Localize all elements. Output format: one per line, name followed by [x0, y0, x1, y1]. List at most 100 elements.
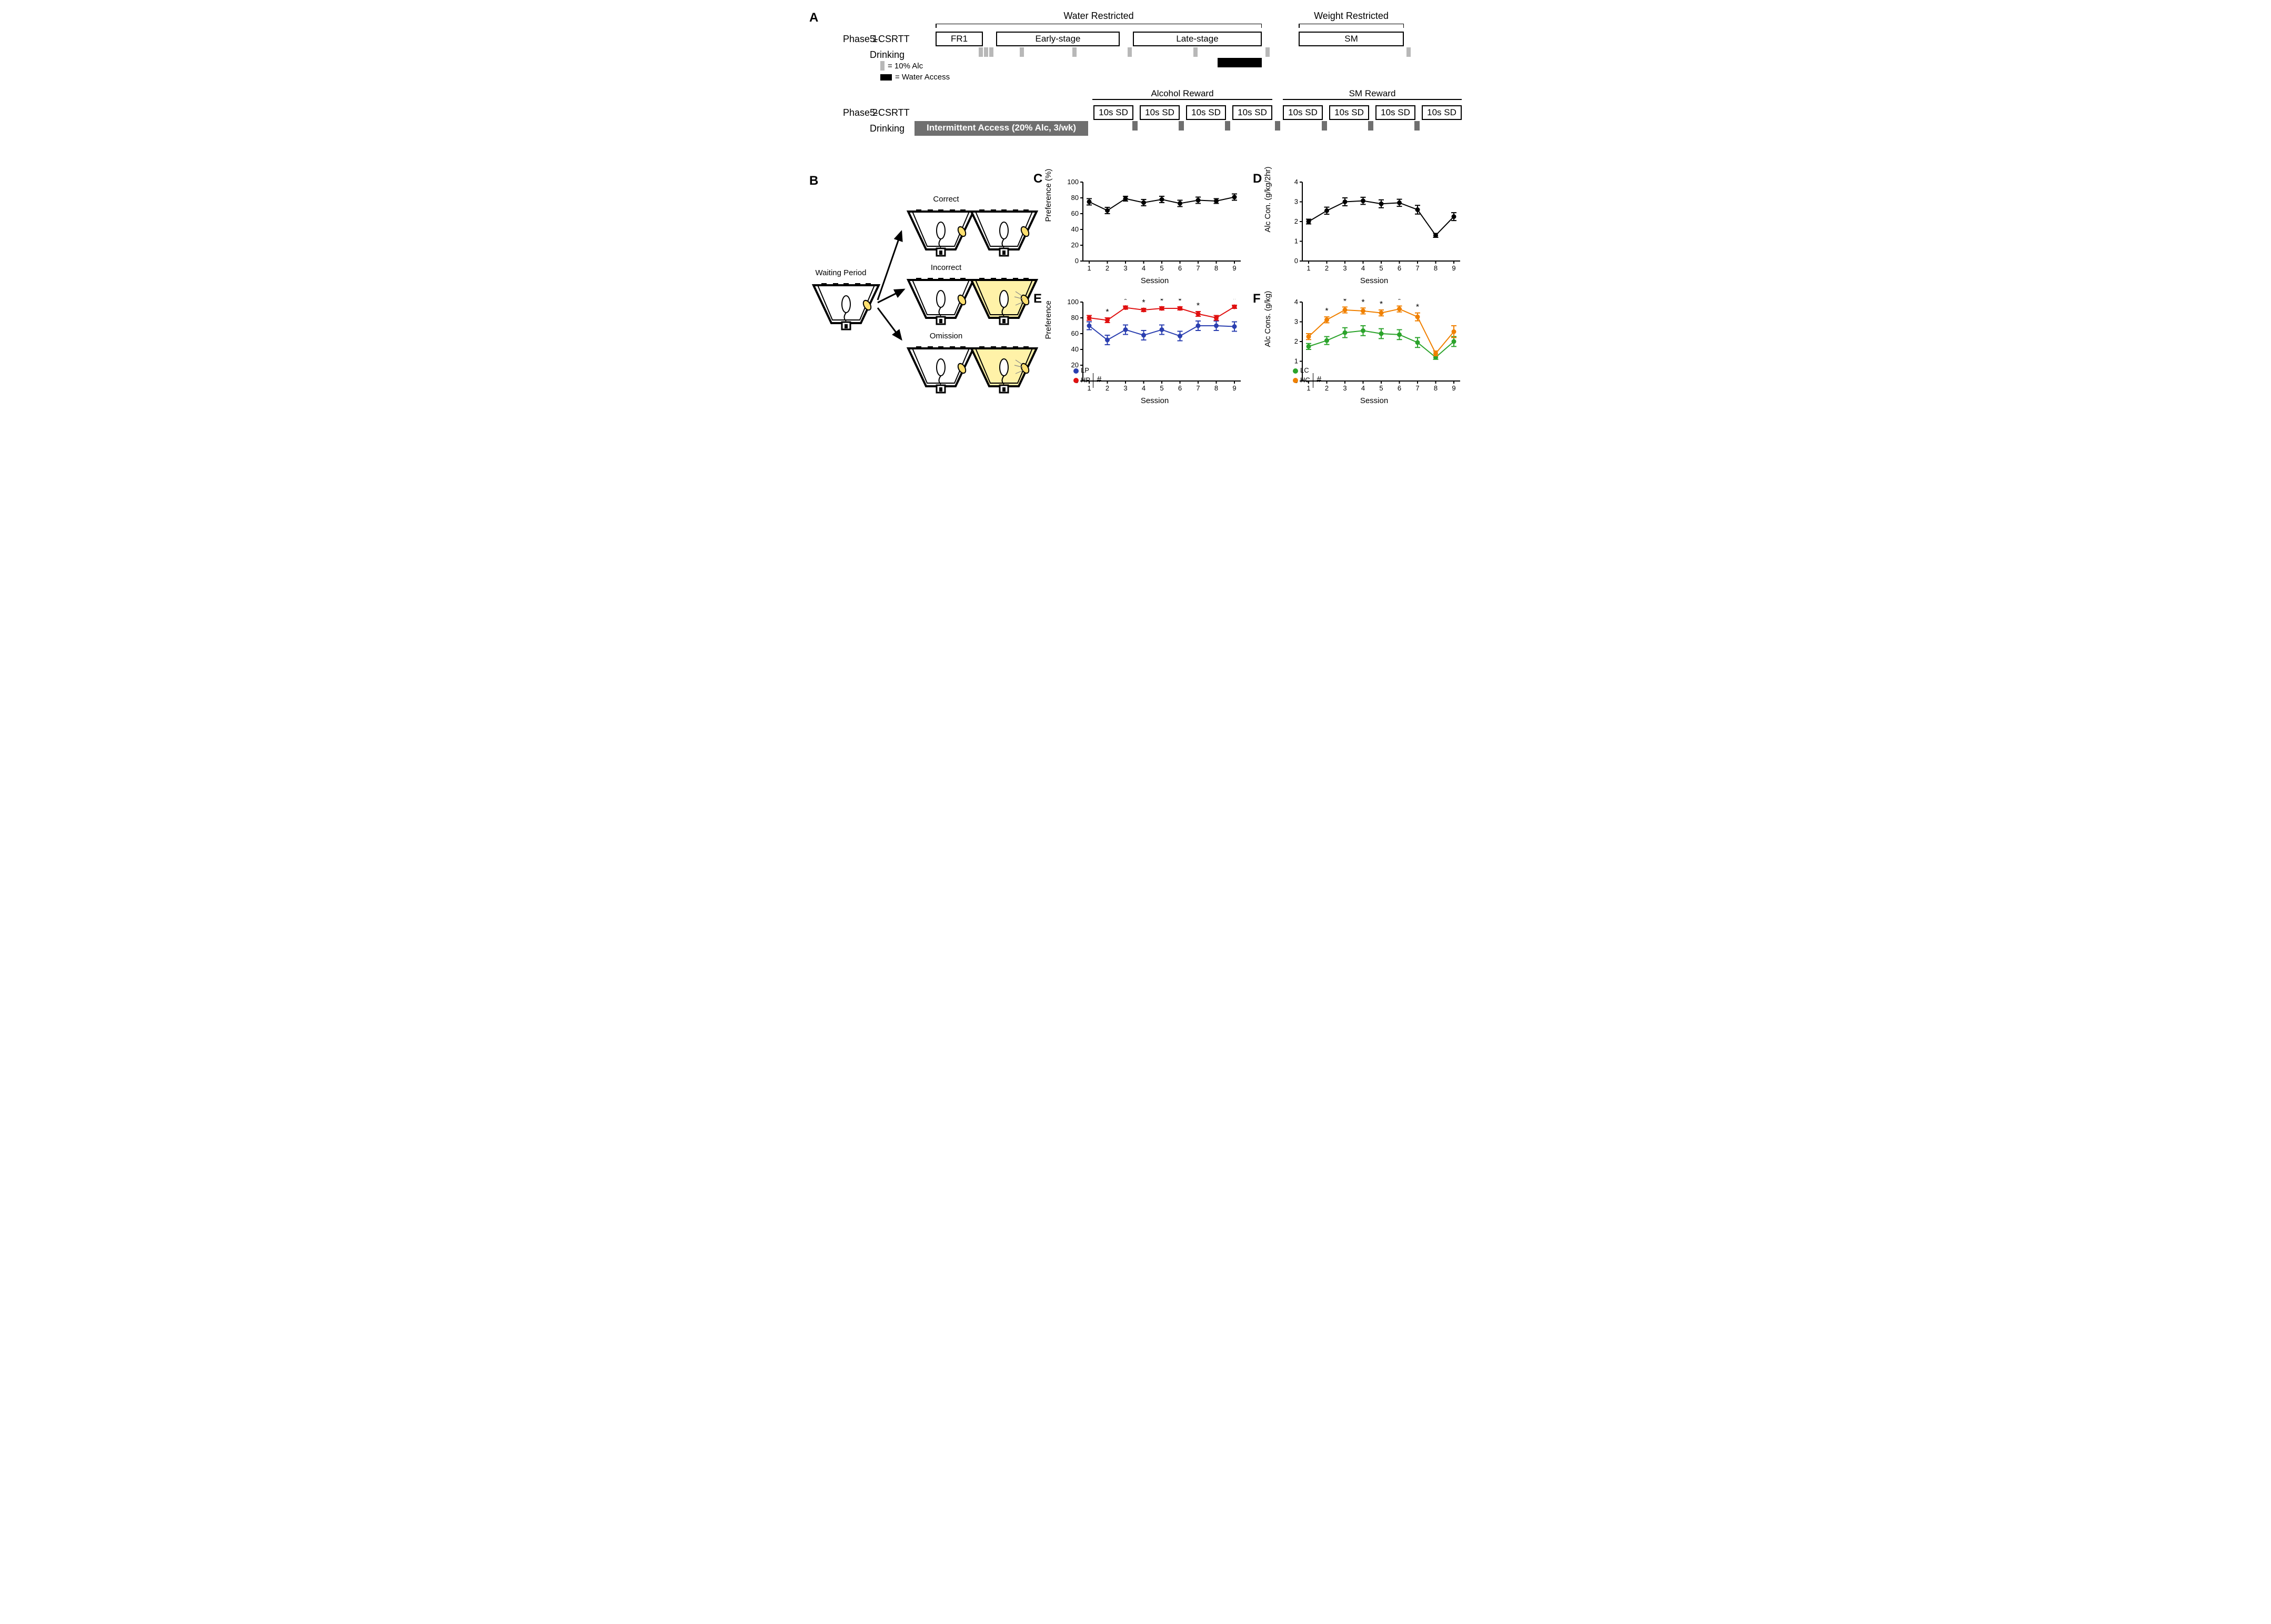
svg-text:*: * — [1398, 299, 1401, 305]
box-early: Early-stage — [996, 32, 1120, 46]
svg-text:2: 2 — [1294, 337, 1298, 345]
chart-f-legend: LC HC # — [1293, 366, 1321, 388]
chart-e-ylabel: Preference — [1044, 300, 1053, 339]
panel-b: B Waiting Period Correct Incorrect Omiss… — [809, 174, 1036, 395]
legend-water-text: = Water Access — [895, 73, 950, 82]
chart-e-legend: LP HP # — [1073, 366, 1101, 388]
chamber-omission-1 — [904, 342, 978, 397]
incorrect-label: Incorrect — [909, 263, 983, 272]
chart-c-ylabel: Preference (%) — [1044, 169, 1053, 222]
svg-text:7: 7 — [1415, 264, 1419, 272]
svg-text:80: 80 — [1071, 194, 1079, 202]
svg-text:4: 4 — [1294, 299, 1298, 306]
bracket-water-restricted: Water Restricted — [936, 11, 1262, 28]
svg-text:*: * — [1233, 299, 1236, 304]
chart-f: F Alc Cons. (g/kg) 01234123456789****** … — [1255, 294, 1462, 404]
svg-text:40: 40 — [1071, 345, 1079, 353]
box-sm: SM — [1299, 32, 1404, 46]
phase2-tick — [1322, 121, 1327, 131]
svg-text:5: 5 — [1379, 264, 1383, 272]
drinking-tick — [989, 47, 993, 57]
chamber-incorrect-2 — [967, 274, 1041, 329]
ia-bar: Intermittent Access (20% Alc, 3/wk) — [915, 121, 1088, 136]
svg-text:*: * — [1142, 299, 1145, 307]
rule-sm-reward — [1283, 99, 1462, 100]
chart-c-xlabel: Session — [1051, 276, 1258, 285]
bracket-water-label: Water Restricted — [1063, 11, 1133, 21]
box-sd: 10s SD — [1232, 105, 1272, 120]
chamber-incorrect-1 — [904, 274, 978, 329]
svg-text:*: * — [1197, 302, 1200, 310]
bracket-weight-restricted: Weight Restricted — [1299, 11, 1404, 28]
hash-e: # — [1097, 375, 1101, 384]
svg-text:6: 6 — [1398, 264, 1401, 272]
svg-text:*: * — [1124, 299, 1127, 305]
rule-alc-reward — [1092, 99, 1272, 100]
svg-text:*: * — [1325, 307, 1328, 316]
svg-text:8: 8 — [1214, 264, 1218, 272]
chart-c: C Preference (%) 020406080100123456789 S… — [1036, 174, 1242, 284]
phase2-tick — [1132, 121, 1138, 131]
svg-text:5: 5 — [1160, 384, 1163, 392]
hash-f: # — [1317, 375, 1321, 384]
svg-text:*: * — [1343, 299, 1346, 306]
svg-text:9: 9 — [1452, 384, 1455, 392]
phase1-task-label: 5-CSRTT — [870, 34, 912, 45]
panel-d-label: D — [1253, 172, 1262, 186]
svg-text:8: 8 — [1434, 384, 1438, 392]
chamber-omission-2 — [967, 342, 1041, 397]
omission-label: Omission — [909, 332, 983, 340]
svg-text:5: 5 — [1379, 384, 1383, 392]
svg-text:7: 7 — [1415, 384, 1419, 392]
svg-text:8: 8 — [1434, 264, 1438, 272]
svg-text:1: 1 — [1294, 237, 1298, 245]
drinking-tick — [979, 47, 983, 57]
svg-text:*: * — [1416, 303, 1419, 312]
svg-text:0: 0 — [1075, 257, 1079, 265]
legend-10pct-text: = 10% Alc — [888, 62, 923, 71]
phase2-tick — [1179, 121, 1184, 131]
water-access-bar — [1218, 58, 1262, 67]
svg-text:1: 1 — [1294, 357, 1298, 365]
panel-a-label: A — [809, 11, 818, 25]
legend-swatch-10pct — [880, 61, 885, 71]
svg-text:60: 60 — [1071, 209, 1079, 217]
label-sm-reward: SM Reward — [1283, 88, 1462, 99]
svg-text:2: 2 — [1325, 384, 1329, 392]
phase1-label: Phase 1 — [815, 34, 878, 45]
svg-text:8: 8 — [1214, 384, 1218, 392]
correct-label: Correct — [909, 195, 983, 204]
phase1-drinking-label: Drinking — [870, 49, 912, 61]
svg-text:6: 6 — [1398, 384, 1401, 392]
phase2-tick — [1414, 121, 1420, 131]
svg-text:9: 9 — [1452, 264, 1455, 272]
drinking-tick — [1265, 47, 1270, 57]
chart-e: E Preference 020406080100123456789******… — [1036, 294, 1242, 404]
panel-e-label: E — [1033, 292, 1042, 306]
phase2-drinking-label: Drinking — [870, 123, 912, 134]
panel-a: A Water Restricted Weight Restricted Pha… — [809, 11, 1462, 168]
svg-text:1: 1 — [1087, 264, 1091, 272]
bracket-weight-label: Weight Restricted — [1314, 11, 1389, 21]
label-alc-reward: Alcohol Reward — [1092, 88, 1272, 99]
svg-text:*: * — [1160, 299, 1163, 306]
svg-text:3: 3 — [1123, 264, 1127, 272]
waiting-label: Waiting Period — [804, 268, 878, 277]
box-sd: 10s SD — [1093, 105, 1133, 120]
box-late: Late-stage — [1133, 32, 1262, 46]
svg-text:*: * — [1178, 299, 1181, 306]
svg-text:3: 3 — [1294, 198, 1298, 206]
drinking-tick — [984, 47, 988, 57]
panel-f-label: F — [1253, 292, 1261, 306]
legend-water: = Water Access — [880, 73, 950, 82]
chart-f-xlabel: Session — [1271, 396, 1478, 405]
box-fr1: FR1 — [936, 32, 983, 46]
svg-text:4: 4 — [1142, 384, 1145, 392]
figure-root: A Water Restricted Weight Restricted Pha… — [809, 11, 1462, 404]
phase2-tick — [1368, 121, 1373, 131]
svg-text:5: 5 — [1160, 264, 1163, 272]
legend-hp: HP — [1081, 376, 1090, 384]
svg-text:*: * — [1361, 299, 1364, 307]
svg-text:7: 7 — [1196, 384, 1200, 392]
svg-text:100: 100 — [1067, 179, 1079, 186]
